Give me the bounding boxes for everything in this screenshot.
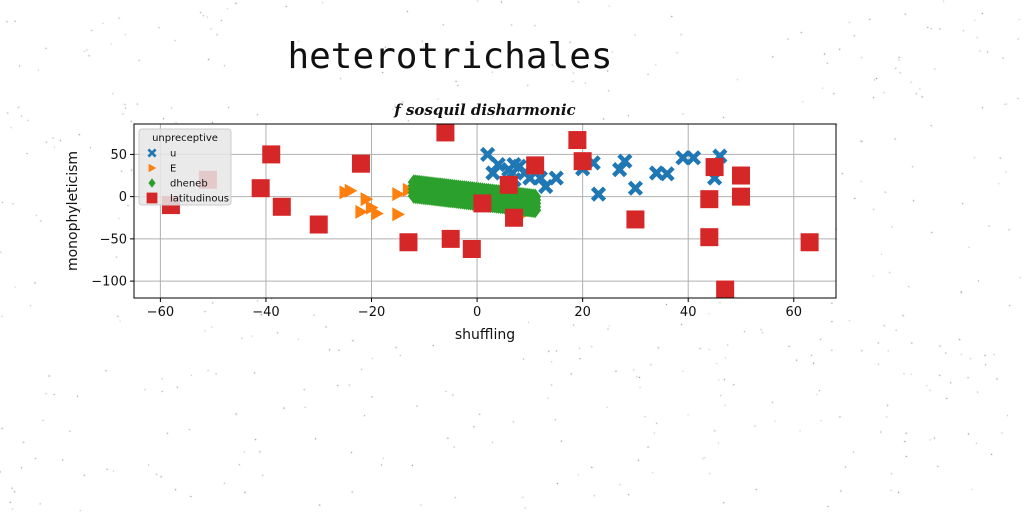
scatter-point-latitudinous [505, 208, 524, 227]
scatter-point-latitudinous [473, 194, 492, 213]
x-axis-label: shuffling [455, 327, 515, 343]
scatter-point-latitudinous [800, 233, 819, 252]
scatter-point-latitudinous [705, 158, 724, 177]
scatter-point-latitudinous [399, 233, 418, 252]
scatter-point-latitudinous [568, 131, 587, 150]
x-axis-ticks: −60 −40 −20 0 20 40 60 [147, 298, 802, 320]
x-tick-label: −40 [252, 305, 279, 320]
legend-entry-label: dheneb [170, 179, 208, 190]
x-tick-label: 20 [574, 305, 591, 320]
scatter-point-latitudinous [573, 152, 592, 171]
scatter-point-latitudinous [262, 145, 281, 164]
scatter-point-u [627, 180, 644, 196]
chart-title: f sosquil disharmonic [393, 101, 575, 119]
scatter-point-latitudinous [700, 190, 719, 209]
scatter-point-latitudinous [441, 229, 460, 248]
scatter-point-latitudinous [499, 175, 518, 194]
legend-title: unpreceptive [152, 133, 218, 144]
scatter-point-e [392, 207, 405, 222]
y-tick-label: 0 [119, 190, 127, 205]
x-tick-label: 0 [473, 305, 481, 320]
scatter-point-latitudinous [731, 187, 750, 206]
scatter-point-latitudinous [309, 215, 328, 234]
scatter-point-latitudinous [700, 228, 719, 247]
scatter-point-latitudinous [436, 124, 455, 142]
scatter-point-e [148, 163, 157, 173]
scatter-point-latitudinous [626, 210, 645, 229]
scatter-point-u [548, 170, 564, 186]
scatter-point-latitudinous [351, 154, 370, 173]
scatter-point-u [490, 156, 506, 173]
scatter-point-e [371, 206, 384, 221]
y-axis-ticks: 50 0 −50 −100 [91, 148, 134, 290]
legend-box [138, 128, 232, 206]
y-tick-label: −50 [100, 232, 127, 247]
scatter-point-latitudinous [526, 156, 545, 175]
scatter-point-e [360, 192, 374, 207]
scatter-point-u [147, 148, 157, 158]
scatter-point-latitudinous [272, 197, 291, 216]
scatter-point-e [392, 187, 405, 202]
scatter-point-latitudinous [146, 192, 158, 204]
y-tick-label: 50 [110, 148, 127, 163]
scatter-point-dheneb [148, 178, 156, 188]
plot-frame [133, 123, 837, 299]
legend-entry-label: latitudinous [170, 194, 229, 205]
x-tick-label: −60 [147, 305, 174, 320]
scatter-point-u [685, 150, 702, 166]
scatter-point-u [590, 186, 607, 202]
scatter-point-dheneb [529, 188, 542, 205]
y-axis-label: monophyleticism [65, 151, 81, 271]
y-tick-label: −100 [91, 275, 127, 290]
scatter-point-u [659, 166, 675, 182]
legend-entry-label: E [170, 164, 176, 175]
data-marks [161, 124, 819, 298]
x-tick-label: −20 [358, 305, 385, 320]
figure-suptitle: heterotrichales [287, 36, 613, 77]
scatter-point-e [344, 183, 358, 198]
scatter-point-latitudinous [251, 179, 270, 198]
x-tick-label: 40 [680, 305, 697, 320]
legend-entry-label: u [170, 149, 176, 160]
scatter-point-latitudinous [731, 166, 750, 185]
scatter-point-e [355, 204, 368, 219]
x-tick-label: 60 [786, 305, 803, 320]
scatter-point-latitudinous [462, 240, 481, 259]
scatter-point-latitudinous [716, 280, 735, 298]
scatter-point-u [617, 153, 633, 169]
scatter-point-u [480, 146, 496, 162]
